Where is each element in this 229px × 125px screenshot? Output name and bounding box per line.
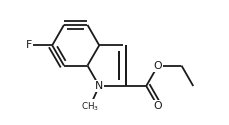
Text: CH$_3$: CH$_3$	[81, 100, 99, 113]
Text: N: N	[95, 81, 103, 91]
Text: F: F	[26, 40, 32, 50]
Text: O: O	[154, 102, 162, 112]
Text: O: O	[154, 60, 162, 70]
